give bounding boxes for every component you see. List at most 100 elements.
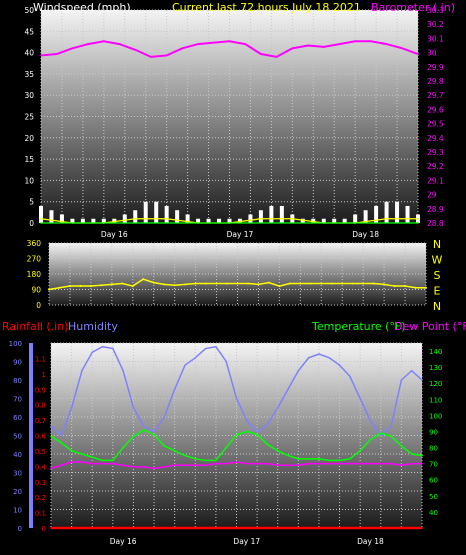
data-point [320, 282, 323, 285]
data-point [338, 43, 341, 45]
data-point [379, 434, 382, 437]
data-point [50, 527, 52, 529]
barometer-tick-label: 28.9 [427, 205, 444, 214]
wind-gust-bar [353, 214, 358, 223]
gridlines [40, 9, 419, 224]
barometer-tick-label: 30.2 [427, 20, 444, 29]
data-point [404, 285, 407, 288]
wind-gust-bar [311, 218, 316, 223]
temperature-tick-label: 90 [429, 428, 438, 436]
data-point [121, 282, 124, 285]
wind-gust-bar [112, 218, 117, 223]
wind-gust-bar [279, 205, 284, 223]
wind-gust-bar [269, 205, 274, 223]
data-point [173, 449, 176, 452]
data-point [215, 345, 217, 348]
data-point [349, 375, 351, 378]
data-point [215, 462, 217, 465]
compass-label: W [432, 254, 443, 267]
rainfall-axis-label: Rainfall (.in) [2, 320, 69, 333]
data-point [421, 527, 423, 529]
wind-gust-bar [39, 205, 43, 223]
series-layer [50, 345, 423, 530]
rainfall-tick-label: 0.1 [35, 510, 46, 518]
barometer-axis-ticks: 28.8 28.9 29 29.1 29.2 29.3 29.4 29.5 29.6 29.7 29… [427, 6, 444, 228]
data-point [204, 464, 207, 467]
rainfall-tick-label: 0.4 [35, 463, 47, 471]
data-point [70, 461, 73, 463]
data-point [370, 40, 372, 43]
temperature-tick-label: 120 [429, 380, 442, 388]
data-point [40, 217, 42, 220]
data-point [103, 40, 105, 43]
data-point [421, 379, 423, 381]
data-point [81, 461, 83, 463]
wind-gust-bar [59, 214, 64, 223]
wind-gust-bar [384, 201, 389, 223]
barometer-tick-label: 29.9 [427, 63, 444, 72]
data-point [322, 46, 325, 48]
wind-gust-bar [237, 218, 242, 223]
gridlines [48, 242, 427, 306]
data-point [142, 466, 145, 468]
compass-label: S [434, 269, 441, 282]
wind-gust-bar [206, 218, 211, 223]
wind-gust-bar [101, 218, 106, 223]
data-point [134, 48, 137, 51]
data-point [60, 464, 63, 467]
data-point [163, 466, 166, 468]
wind-gust-bar [175, 210, 180, 223]
data-point [112, 459, 114, 462]
data-point [165, 54, 168, 57]
barometer-tick-label: 29 [427, 191, 437, 200]
barometer-tick-label: 30 [427, 49, 437, 58]
humidity-tick-label: 20 [13, 488, 22, 496]
data-point [291, 217, 294, 220]
data-point [330, 282, 333, 285]
data-point [215, 282, 218, 285]
wind-gust-bar [143, 201, 148, 223]
barometer-tick-label: 29.4 [427, 134, 444, 143]
data-point [349, 458, 351, 460]
windspeed-tick-label: 45 [24, 27, 34, 36]
wind-gust-bar [80, 218, 85, 223]
data-point [60, 441, 63, 444]
data-point [142, 429, 145, 431]
data-point [266, 462, 269, 465]
data-point [225, 446, 227, 449]
day-axis-ticks: Day 16 Day 17 Day 18 [110, 537, 384, 546]
data-point [307, 462, 310, 465]
data-point [235, 397, 238, 400]
data-point [390, 425, 392, 428]
data-point [50, 435, 52, 438]
data-point [100, 284, 103, 287]
temperature-axis-label: Temperature (°F) [311, 320, 406, 333]
data-point [205, 282, 208, 285]
data-point [417, 217, 419, 220]
data-point [132, 435, 135, 438]
data-point [291, 47, 294, 50]
chart-title: Current last 72 hours July 18 2021 [172, 1, 361, 14]
data-point [122, 464, 124, 467]
data-point [153, 467, 155, 470]
wind-gust-bar [122, 214, 127, 223]
data-point [328, 357, 331, 359]
degree-tick-label: 180 [27, 270, 42, 279]
wind-gust-bar [300, 218, 305, 223]
data-point [379, 432, 382, 434]
wind-gust-bar [227, 218, 232, 223]
rainfall-tick-label: 0.8 [35, 402, 46, 410]
series-layer [39, 40, 420, 224]
windspeed-tick-label: 35 [24, 70, 34, 79]
data-point [287, 388, 289, 391]
data-point [81, 453, 83, 455]
data-point [390, 435, 392, 438]
data-point [414, 286, 417, 289]
data-point [307, 44, 309, 47]
humidity-tick-label: 70 [13, 396, 22, 404]
data-point [89, 285, 92, 288]
temperature-tick-label: 140 [429, 348, 442, 356]
compass-label: N [433, 238, 441, 251]
wind-gust-bar [91, 218, 96, 223]
